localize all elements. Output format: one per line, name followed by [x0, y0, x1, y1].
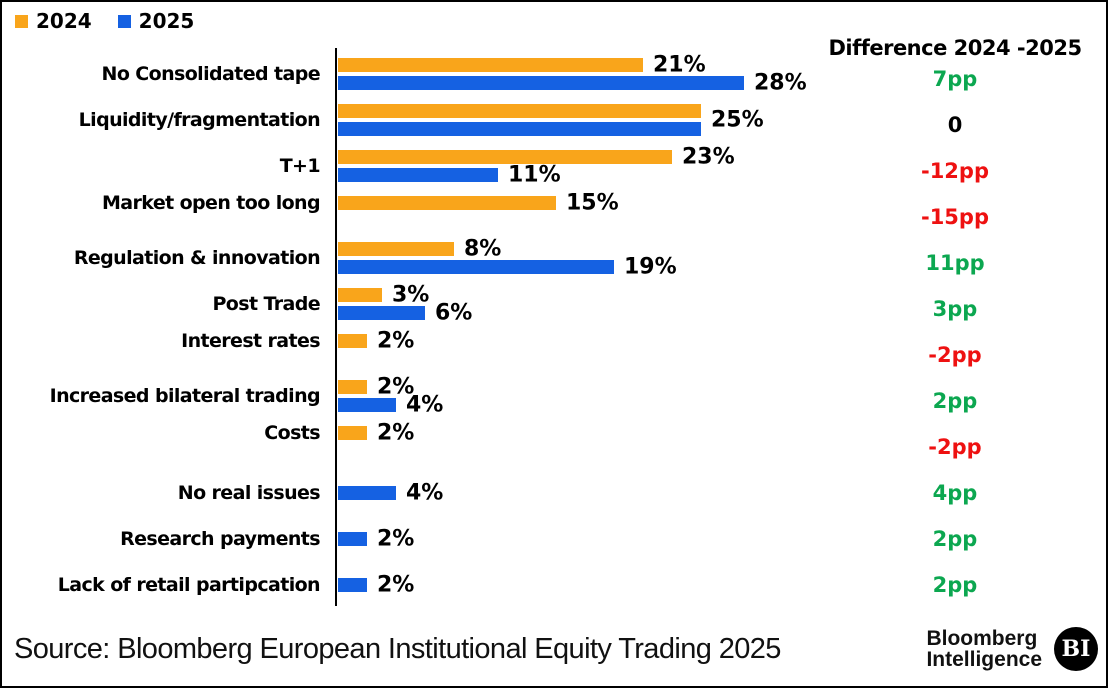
value-label-2024: 2% [377, 374, 415, 400]
bar-2025 [338, 168, 498, 182]
category-label: Regulation & innovation [73, 247, 321, 269]
chart-row: Market open too long 15% [2, 190, 1106, 236]
bar-2024 [338, 196, 556, 210]
bar-2024 [338, 380, 367, 394]
legend-label-2024: 2024 [36, 9, 92, 33]
chart-row: No real issues 4% [2, 466, 1106, 512]
category-label: Market open too long [102, 192, 321, 214]
value-label-2024: 2% [377, 420, 415, 446]
legend-item-2025: 2025 [117, 9, 195, 33]
bar-2025 [338, 76, 744, 90]
category-label: Research payments [120, 528, 321, 550]
value-label-2025: 2% [377, 572, 415, 598]
legend-swatch-2024-icon [15, 14, 28, 28]
value-label-shared: 25% [711, 107, 764, 133]
chart-row: Research payments 2% [2, 512, 1106, 558]
chart-row: T+1 23% 11% [2, 144, 1106, 190]
category-label: No Consolidated tape [101, 63, 321, 85]
chart-row: Interest rates 2% [2, 328, 1106, 374]
difference-value: 0 [947, 113, 963, 137]
bar-2024 [338, 242, 454, 256]
bar-2024 [338, 334, 367, 348]
brand-line-2: Intelligence [926, 648, 1042, 671]
source-text: Source: Bloomberg European Institutional… [14, 632, 781, 665]
bar-2024 [338, 58, 643, 72]
chart-row: Increased bilateral trading 2% 4% [2, 374, 1106, 420]
value-label-2025: 4% [406, 480, 444, 506]
bar-2025 [338, 260, 614, 274]
difference-column-header: Difference 2024 -2025 [828, 36, 1082, 60]
bar-2024 [338, 288, 382, 302]
value-label-2025: 11% [508, 162, 561, 188]
value-label-2025: 19% [624, 254, 677, 280]
difference-value: -2pp [928, 343, 982, 367]
category-label: Interest rates [181, 330, 321, 352]
bloomberg-intelligence-badge: BI [1054, 627, 1098, 671]
chart-row: Costs 2% [2, 420, 1106, 466]
category-label: Costs [264, 422, 320, 444]
brand-line-1: Bloomberg [926, 627, 1038, 650]
value-label-2024: 21% [653, 52, 706, 78]
bar-2024 [338, 104, 701, 118]
difference-value: 2pp [932, 527, 978, 551]
bar-2024 [338, 150, 672, 164]
legend: 2024 2025 [15, 9, 194, 33]
bar-2025 [338, 306, 425, 320]
difference-value: -12pp [920, 159, 989, 183]
value-label-2025: 4% [406, 392, 444, 418]
category-label: Lack of retail partipcation [57, 574, 321, 596]
value-label-2025: 28% [754, 70, 807, 96]
difference-value: 4pp [932, 481, 978, 505]
bloomberg-intelligence-wordmark: Bloomberg Intelligence [926, 628, 1042, 670]
chart-row: Regulation & innovation 8% 19% [2, 236, 1106, 282]
legend-swatch-2025-icon [117, 14, 131, 28]
category-label: No real issues [177, 482, 321, 504]
difference-value: 2pp [932, 573, 978, 597]
chart-row: Liquidity/fragmentation 25% [2, 98, 1106, 144]
category-label: Liquidity/fragmentation [78, 109, 321, 131]
category-label: T+1 [279, 155, 321, 177]
chart-row: Post Trade 3% 6% [2, 282, 1106, 328]
badge-text: BI [1061, 636, 1091, 662]
category-label: Increased bilateral trading [49, 385, 321, 407]
chart-row: Lack of retail partipcation 2% [2, 558, 1106, 604]
difference-value: -15pp [920, 205, 989, 229]
value-label-2024: 23% [682, 144, 735, 170]
value-label-2024: 3% [392, 282, 430, 308]
y-axis-line [335, 48, 337, 606]
value-label-2025: 6% [435, 300, 473, 326]
bar-2025 [338, 532, 367, 546]
footer: Source: Bloomberg European Institutional… [2, 616, 1106, 686]
bar-2024 [338, 426, 367, 440]
bar-2025 [338, 398, 396, 412]
difference-value: -2pp [928, 435, 982, 459]
bar-2025 [338, 122, 701, 136]
value-label-2024: 15% [566, 190, 619, 216]
category-label: Post Trade [212, 293, 320, 315]
difference-value: 2pp [932, 389, 978, 413]
chart-row: No Consolidated tape 21% 28% [2, 52, 1106, 98]
difference-value: 3pp [932, 297, 978, 321]
bar-2025 [338, 486, 396, 500]
legend-item-2024: 2024 [15, 9, 92, 33]
value-label-2024: 8% [464, 236, 502, 262]
difference-value: 7pp [932, 67, 978, 91]
value-label-2025: 2% [377, 526, 415, 552]
bar-2025 [338, 578, 367, 592]
value-label-2024: 2% [377, 328, 415, 354]
difference-value: 11pp [925, 251, 985, 275]
legend-label-2025: 2025 [138, 9, 195, 33]
chart-rows: No Consolidated tape 21% 28% Liquidity/frag… [2, 52, 1106, 604]
